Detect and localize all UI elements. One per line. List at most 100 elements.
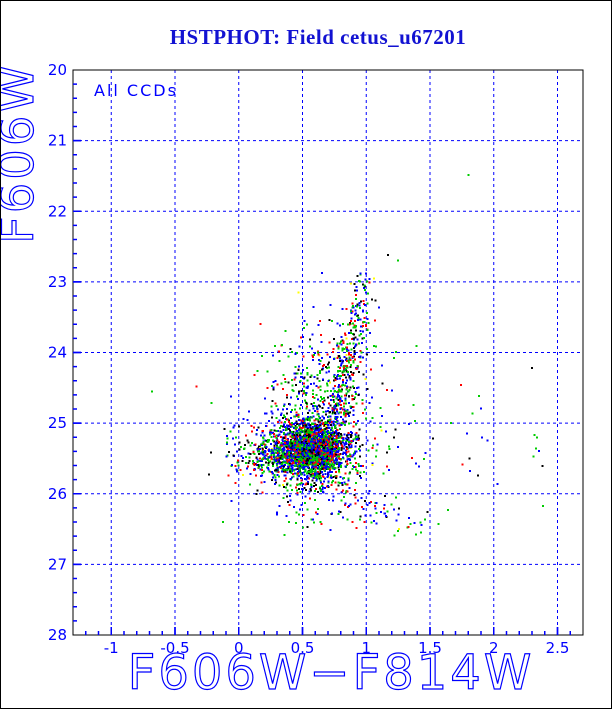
data-point: [275, 434, 278, 437]
data-point: [295, 438, 298, 441]
data-point: [344, 437, 347, 440]
data-point: [300, 450, 303, 453]
data-point: [414, 419, 417, 422]
data-point: [352, 359, 355, 362]
data-point: [299, 467, 302, 470]
data-point: [243, 444, 246, 447]
data-point: [286, 469, 288, 472]
data-point: [343, 409, 346, 412]
data-point: [283, 451, 286, 454]
data-point: [346, 343, 349, 345]
data-point: [333, 463, 336, 466]
data-point: [245, 456, 248, 458]
data-point: [355, 325, 358, 327]
data-point: [352, 355, 355, 358]
data-point: [312, 465, 315, 468]
data-point: [322, 461, 325, 464]
data-point: [273, 444, 276, 447]
data-point: [294, 427, 297, 430]
data-point: [321, 460, 324, 463]
data-point: [268, 448, 271, 451]
data-point: [300, 452, 303, 455]
data-point: [296, 372, 299, 375]
data-point: [300, 448, 303, 451]
data-point: [264, 457, 267, 460]
data-point: [355, 402, 358, 405]
data-point: [345, 489, 348, 492]
data-point: [319, 479, 322, 482]
data-point: [348, 375, 351, 377]
data-point: [273, 469, 276, 472]
data-point: [250, 424, 253, 427]
data-point: [325, 423, 328, 426]
data-point: [288, 520, 290, 523]
data-point: [346, 364, 348, 367]
data-point: [339, 465, 342, 468]
data-point: [299, 426, 302, 429]
data-point: [321, 470, 323, 473]
data-point: [244, 461, 247, 464]
data-point: [332, 442, 335, 445]
data-point: [267, 463, 270, 466]
data-point: [334, 448, 337, 450]
data-point: [229, 430, 232, 433]
data-point: [321, 486, 324, 489]
data-point: [338, 388, 340, 391]
data-point: [289, 445, 292, 448]
data-point: [359, 272, 362, 275]
data-point: [255, 474, 258, 477]
data-point: [352, 337, 355, 340]
data-point: [369, 420, 372, 423]
data-point: [311, 426, 314, 429]
data-point: [344, 402, 347, 405]
data-point: [256, 370, 259, 373]
data-point: [258, 445, 261, 448]
data-point: [342, 402, 345, 405]
data-point: [319, 463, 322, 466]
data-point: [310, 442, 312, 445]
data-point: [300, 437, 303, 440]
data-point: [295, 461, 298, 464]
data-point: [331, 435, 334, 438]
data-point: [300, 372, 303, 375]
data-point: [336, 462, 339, 465]
data-point: [302, 463, 304, 466]
data-point: [323, 427, 326, 430]
data-point: [284, 425, 286, 428]
data-point: [334, 471, 337, 473]
data-point: [337, 402, 340, 405]
data-point: [396, 445, 399, 448]
data-point: [338, 453, 341, 456]
data-point: [343, 394, 346, 397]
data-point: [341, 371, 344, 374]
data-point: [285, 442, 288, 445]
data-point: [303, 435, 306, 438]
data-point: [312, 476, 315, 479]
data-point: [300, 461, 303, 464]
data-point: [332, 411, 335, 414]
data-point: [337, 481, 340, 484]
data-point: [328, 415, 331, 418]
data-point: [309, 497, 311, 500]
data-point: [534, 447, 537, 450]
data-point: [299, 435, 302, 438]
data-point: [341, 307, 344, 310]
data-point: [261, 430, 264, 433]
data-point: [330, 476, 333, 479]
data-point: [283, 461, 286, 464]
data-point: [326, 459, 329, 462]
data-point: [368, 278, 371, 281]
data-point: [336, 390, 339, 393]
data-point: [356, 289, 359, 292]
data-point: [424, 451, 427, 454]
data-point: [281, 452, 284, 455]
data-point: [368, 490, 371, 493]
data-point: [316, 459, 318, 462]
data-point: [265, 445, 268, 448]
data-point: [329, 449, 332, 452]
data-point: [281, 439, 284, 442]
data-point: [325, 440, 328, 443]
data-point: [289, 449, 292, 452]
data-point: [336, 378, 339, 381]
data-point: [331, 470, 334, 473]
